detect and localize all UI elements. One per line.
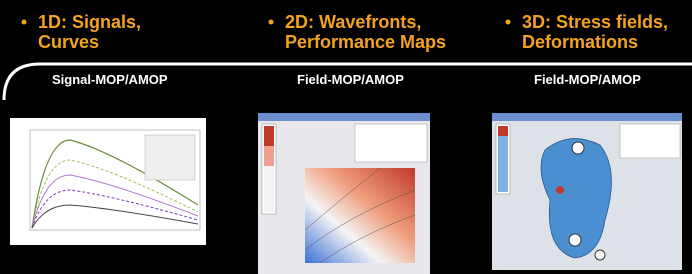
bullet bbox=[22, 20, 27, 25]
field-thumbnail bbox=[258, 113, 430, 274]
heading-line: 2D: Wavefronts, bbox=[285, 12, 421, 32]
stress-thumbnail bbox=[492, 113, 682, 270]
bullet bbox=[506, 20, 511, 25]
subheading: Field-MOP/AMOP bbox=[297, 72, 404, 87]
bullet bbox=[269, 20, 274, 25]
page: 1D: Signals,Curves Signal-MOP/AMOP 2D: Wav… bbox=[0, 0, 692, 274]
heading-line: Performance Maps bbox=[285, 32, 446, 52]
signal-thumbnail bbox=[10, 118, 206, 245]
heading-line: 3D: Stress fields, bbox=[522, 12, 668, 32]
heading-line: Curves bbox=[38, 32, 99, 52]
slide: 1D: Signals,Curves Signal-MOP/AMOP 2D: Wav… bbox=[0, 0, 692, 274]
heading-line: 1D: Signals, bbox=[38, 12, 141, 32]
subheading: Field-MOP/AMOP bbox=[534, 72, 641, 87]
subheading: Signal-MOP/AMOP bbox=[52, 72, 168, 87]
heading-line: Deformations bbox=[522, 32, 638, 52]
